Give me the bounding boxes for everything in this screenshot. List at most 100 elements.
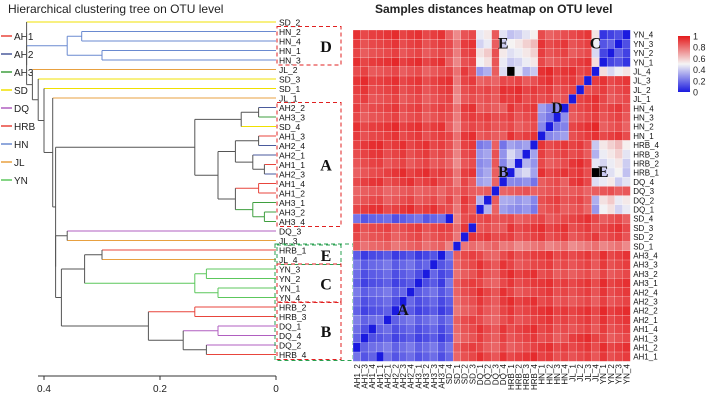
heatmap-cell [606,66,616,77]
heatmap-cell [368,167,377,178]
heatmap-cell [522,29,531,40]
heatmap-cell [429,269,439,279]
heatmap-cell [614,259,623,270]
heatmap-cell [622,167,631,178]
heatmap-cell [622,158,631,169]
heatmap-cell [368,29,377,40]
heatmap-cell [414,204,423,215]
heatmap-cell [460,186,469,196]
leaf-label: HRB_1 [279,246,307,256]
heatmap-cell [606,287,616,298]
heatmap-cell [491,75,500,86]
heatmap-cell [422,315,431,325]
heatmap-cell [560,158,569,169]
heatmap-cell [391,195,400,206]
heatmap-cell [368,39,377,49]
heatmap-cell [591,296,600,307]
heatmap-region-label: A [397,302,409,319]
heatmap-cell [452,158,462,169]
heatmap-cell [568,140,577,150]
heatmap-cell [591,259,600,270]
heatmap-cell [606,103,616,114]
heatmap-cell [437,131,446,141]
heatmap-cell [368,296,377,307]
heatmap-row-label: HN_2 [633,123,654,132]
heatmap-row-label: DQ_2 [633,196,654,205]
heatmap-cell [476,103,485,114]
heatmap-cell [568,112,577,123]
heatmap-cell [499,315,508,325]
heatmap-cell [360,213,369,224]
heatmap-cell [468,186,477,196]
leaf-label: YN_3 [279,265,301,275]
heatmap-cell [406,177,415,187]
heatmap-cell [599,140,608,150]
heatmap-cell [506,351,516,362]
dendrogram [26,21,276,355]
heatmap-cell [452,94,462,104]
heatmap-cell [375,75,385,86]
heatmap-cell [491,112,500,123]
heatmap-cell [606,94,616,104]
heatmap-cell [514,121,523,132]
heatmap-cell [452,195,462,206]
heatmap-cell [445,315,454,325]
heatmap-cell [391,278,400,288]
heatmap-cell [452,75,462,86]
heatmap-cell [491,232,500,242]
heatmap-cell [483,57,492,68]
heatmap-cell [553,149,562,160]
heatmap-cell [352,94,362,104]
heatmap-cell [437,85,446,95]
axis-tick-label: 0 [273,384,279,395]
heatmap-cell [499,121,508,132]
heatmap-cell [506,204,516,215]
heatmap-cell [429,186,439,196]
heatmap-cell [506,186,516,196]
heatmap-cell [591,241,600,252]
colorbar-tick-label: 0.4 [693,65,706,75]
legend-label: AH3 [14,68,34,79]
heatmap-cell [375,121,385,132]
heatmap-cell [383,131,392,141]
heatmap-cell [375,305,385,316]
heatmap-cell [583,186,593,196]
legend: AH1 AH2 AH3 SD DQ HRB HN JL YN [1,32,35,187]
heatmap-cell [622,131,631,141]
heatmap-cell [406,351,415,362]
heatmap-cell [483,48,492,58]
heatmap-cell [568,333,577,344]
heatmap-cell [606,75,616,86]
leaf-label: SD_4 [279,122,301,132]
heatmap-cell [606,269,616,279]
heatmap-cell [429,324,439,334]
heatmap-col-label: YN_3 [615,364,624,385]
heatmap-cell [576,167,585,178]
heatmap-cell [499,351,508,362]
heatmap-cell [437,103,446,114]
heatmap-cell [591,305,600,316]
heatmap-cell [483,66,492,77]
heatmap-cell [429,250,439,261]
heatmap-cell [422,287,431,298]
heatmap-cell [383,121,392,132]
heatmap-cell [476,167,485,178]
heatmap-cell [429,333,439,344]
heatmap-cell [606,186,616,196]
heatmap-cell [583,269,593,279]
heatmap-cell [576,48,585,58]
heatmap-cell [368,351,377,362]
heatmap-cell [545,232,554,242]
heatmap-cell [560,29,569,40]
heatmap-cell [452,85,462,95]
heatmap-cell [576,213,585,224]
heatmap-cell [568,324,577,334]
heatmap-cell [614,57,623,68]
heatmap-cell [499,149,508,160]
heatmap-cell [399,158,408,169]
heatmap-cell [606,296,616,307]
heatmap-cell [522,333,531,344]
leaf-label: DQ_1 [279,322,301,332]
heatmap-cell [614,29,623,40]
heatmap-col-label: DQ_3 [491,364,500,385]
